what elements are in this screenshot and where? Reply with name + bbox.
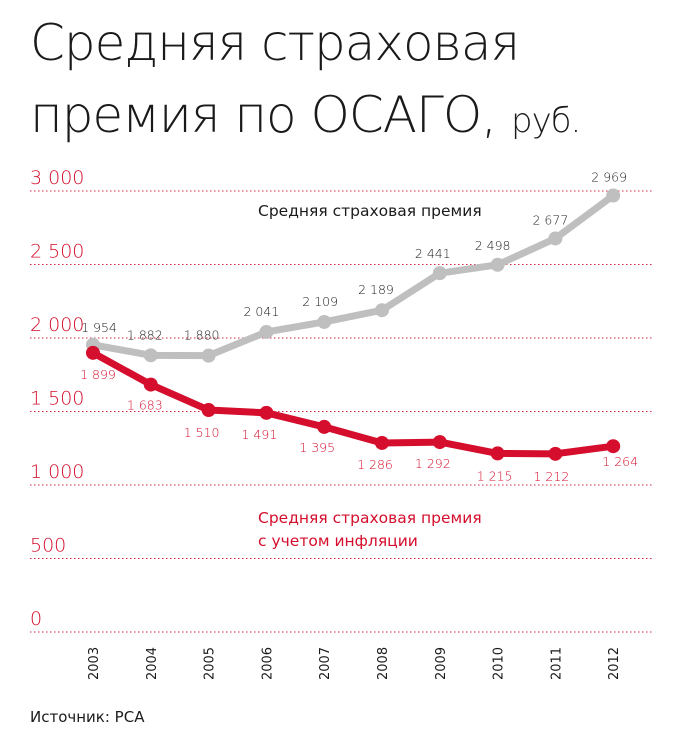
series-line-premium bbox=[89, 192, 617, 360]
x-tick-label: 2005 bbox=[203, 647, 218, 680]
data-point-inflation bbox=[490, 446, 505, 461]
source-note: Источник: РСА bbox=[30, 708, 145, 726]
data-label: 1 683 bbox=[127, 398, 163, 413]
data-point-premium bbox=[432, 266, 447, 281]
data-label: 2 441 bbox=[415, 246, 451, 261]
x-tick-label: 2006 bbox=[260, 647, 275, 680]
data-point-inflation bbox=[375, 435, 389, 450]
data-label: 1 286 bbox=[357, 457, 393, 472]
data-label: 2 677 bbox=[533, 212, 569, 227]
data-label: 1 899 bbox=[80, 367, 116, 382]
y-tick-label: 500 bbox=[30, 535, 66, 557]
x-tick-label: 2008 bbox=[376, 647, 391, 680]
data-label: 1 510 bbox=[184, 425, 220, 440]
x-tick-label: 2009 bbox=[434, 647, 449, 680]
data-label: 2 189 bbox=[358, 282, 394, 297]
data-label: 2 041 bbox=[244, 304, 280, 319]
series-line-inflation bbox=[89, 349, 617, 458]
data-point-inflation bbox=[86, 345, 100, 360]
y-tick-label: 1 500 bbox=[30, 388, 84, 410]
data-point-premium bbox=[490, 257, 505, 272]
data-point-premium bbox=[548, 231, 563, 246]
x-tick-label: 2007 bbox=[318, 647, 333, 680]
data-label: 1 215 bbox=[477, 468, 513, 483]
data-label: 1 212 bbox=[534, 469, 570, 484]
y-tick-label: 3 000 bbox=[30, 167, 84, 189]
data-label: 2 969 bbox=[591, 170, 627, 185]
data-label: 1 264 bbox=[602, 454, 638, 469]
y-tick-label: 2 500 bbox=[30, 241, 84, 263]
data-point-inflation bbox=[317, 419, 332, 434]
x-tick-label: 2003 bbox=[87, 647, 102, 680]
series-label-inflation-line-2: с учетом инфляции bbox=[258, 532, 418, 550]
series-label-inflation-line-1: Средняя страховая премия bbox=[258, 509, 482, 527]
chart-title-main: премия по ОСАГО, bbox=[30, 86, 497, 144]
chart-title-line-2: премия по ОСАГО, руб. bbox=[30, 86, 581, 144]
data-point-premium bbox=[143, 348, 158, 363]
y-tick-label: 0 bbox=[30, 608, 42, 630]
data-label: 1 880 bbox=[184, 328, 220, 343]
data-point-inflation bbox=[606, 439, 621, 454]
y-tick-label: 2 000 bbox=[30, 314, 84, 336]
data-label: 1 491 bbox=[242, 427, 278, 442]
series-label-premium: Средняя страховая премия bbox=[258, 202, 482, 220]
data-point-premium bbox=[606, 188, 621, 203]
data-label: 1 954 bbox=[81, 320, 117, 335]
x-tick-label: 2010 bbox=[492, 647, 507, 680]
data-label: 1 292 bbox=[415, 456, 451, 471]
chart-title-unit: руб. bbox=[511, 101, 581, 141]
data-label: 2 498 bbox=[475, 238, 511, 253]
chart-title-line-1: Средняя страховая bbox=[30, 14, 520, 72]
data-point-premium bbox=[201, 348, 216, 363]
data-point-premium bbox=[259, 324, 274, 339]
x-tick-label: 2011 bbox=[549, 647, 564, 680]
data-label: 1 882 bbox=[127, 327, 163, 342]
data-point-premium bbox=[375, 303, 389, 318]
data-point-inflation bbox=[259, 405, 274, 420]
data-point-inflation bbox=[143, 377, 158, 392]
x-tick-label: 2012 bbox=[607, 647, 622, 680]
data-point-premium bbox=[317, 314, 332, 329]
data-point-inflation bbox=[201, 403, 216, 418]
data-point-inflation bbox=[432, 435, 447, 450]
data-point-inflation bbox=[548, 446, 563, 461]
y-tick-label: 1 000 bbox=[30, 461, 84, 483]
data-label: 1 395 bbox=[299, 440, 335, 455]
data-label: 2 109 bbox=[302, 294, 338, 309]
x-tick-label: 2004 bbox=[145, 647, 160, 680]
